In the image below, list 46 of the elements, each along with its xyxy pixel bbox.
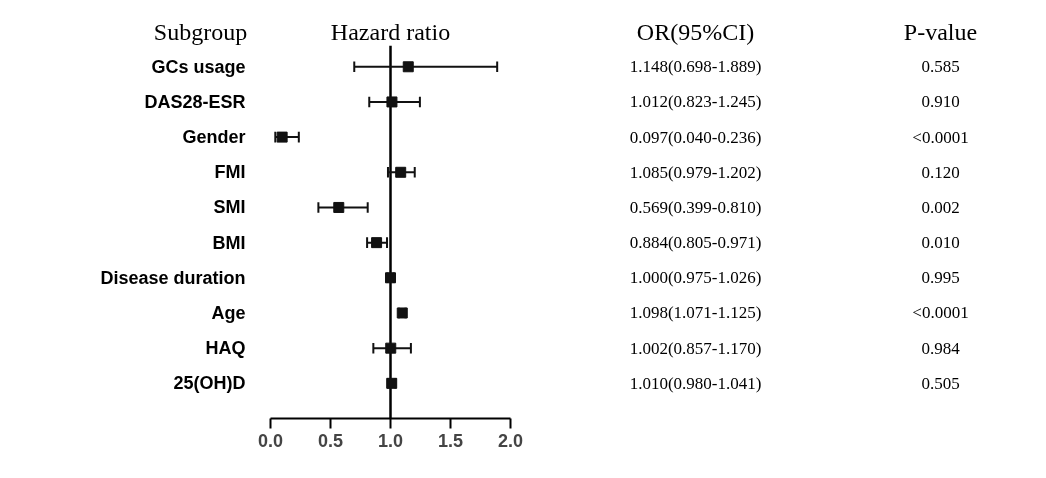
point [385, 342, 397, 354]
text: P-value [903, 18, 978, 45]
text: <0.0001 [912, 303, 969, 323]
text: 0.120 [921, 162, 960, 182]
data-label: 0.097(0.040-0.236) [629, 127, 762, 147]
y-tick-label: GCs usage [151, 56, 246, 77]
text: 0.910 [921, 92, 960, 112]
data-label: 1.098(1.071-1.125) [629, 303, 762, 323]
text: 0.010 [921, 233, 960, 253]
y-axis-title: Subgroup [153, 18, 248, 45]
text: 0.002 [921, 197, 960, 217]
data-label: 1.148(0.698-1.889) [629, 57, 762, 77]
data-label: 0.884(0.805-0.971) [629, 233, 762, 253]
y-tick-label: SMI [213, 197, 246, 218]
chart-title: Hazard ratio [330, 18, 451, 45]
point [386, 96, 398, 108]
x-tick-label: 0.0 [257, 430, 284, 451]
text: 0.984 [921, 338, 961, 358]
y-tick-label: BMI [212, 232, 246, 253]
y-tick-label: DAS28-ESR [144, 91, 246, 112]
x-tick-label: 1.0 [377, 430, 404, 451]
y-tick-label: Gender [182, 127, 246, 148]
text: 0.585 [921, 57, 960, 77]
x-tick-label: 0.5 [317, 430, 344, 451]
text: 0.995 [921, 268, 960, 288]
data-label: 1.085(0.979-1.202) [629, 162, 762, 182]
text: 0.505 [921, 373, 960, 393]
data-label: 1.000(0.975-1.026) [629, 268, 762, 288]
y-tick-label: 25(OH)D [173, 373, 246, 394]
y-tick-label: Disease duration [100, 267, 246, 288]
point [402, 61, 414, 73]
y-tick-label: FMI [214, 162, 246, 183]
point [333, 201, 345, 213]
point [371, 237, 383, 249]
point [276, 131, 288, 143]
x-tick-label: 2.0 [497, 430, 524, 451]
data-label: 1.010(0.980-1.041) [629, 373, 762, 393]
point [395, 166, 407, 178]
x-tick-label: 1.5 [437, 430, 464, 451]
data-label: 0.569(0.399-0.810) [629, 197, 762, 217]
text: <0.0001 [912, 127, 969, 147]
text: OR(95%CI) [636, 18, 755, 45]
data-label: 1.002(0.857-1.170) [629, 338, 762, 358]
y-tick-label: Age [211, 302, 246, 323]
data-label: 1.012(0.823-1.245) [629, 92, 762, 112]
y-tick-label: HAQ [205, 338, 246, 359]
